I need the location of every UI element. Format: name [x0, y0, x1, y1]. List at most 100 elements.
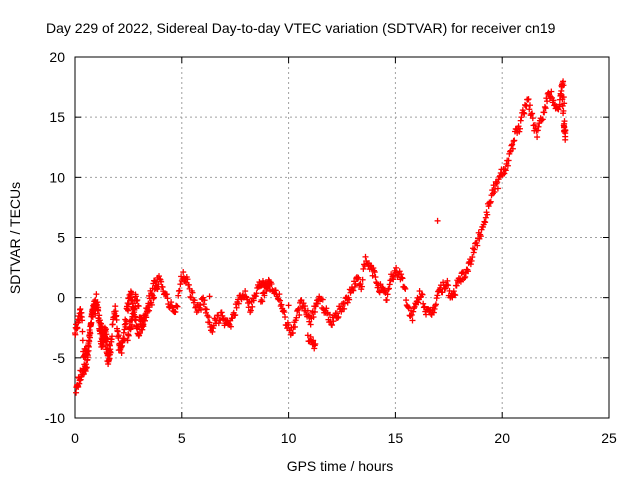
data-point [277, 297, 284, 304]
data-point [517, 125, 523, 132]
data-point [409, 317, 416, 324]
data-point [99, 343, 106, 350]
chart-title: Day 229 of 2022, Sidereal Day-to-day VTE… [46, 20, 556, 36]
data-point [307, 321, 314, 328]
data-point [550, 97, 557, 104]
data-point [124, 306, 131, 313]
data-point [79, 337, 86, 344]
data-point [383, 297, 390, 304]
data-point [440, 279, 447, 286]
data-point [220, 316, 227, 323]
data-point [86, 333, 93, 340]
data-point [419, 291, 426, 298]
data-point [471, 246, 478, 253]
data-point [434, 292, 441, 299]
data-point [330, 318, 337, 325]
data-point [191, 297, 198, 304]
data-point [93, 291, 100, 298]
data-point [467, 261, 474, 268]
x-tick-label: 15 [388, 430, 404, 446]
data-point [185, 281, 192, 288]
data-point [145, 300, 152, 307]
data-point [128, 321, 135, 328]
data-point [115, 332, 122, 339]
data-point [209, 328, 216, 335]
grid-lines [75, 57, 609, 418]
data-point [261, 292, 268, 299]
data-point [120, 329, 127, 336]
data-point [118, 349, 125, 356]
data-point [377, 281, 384, 288]
data-point [175, 292, 182, 299]
data-point [203, 309, 210, 316]
data-point [131, 306, 138, 313]
data-point [444, 277, 451, 284]
data-point [295, 305, 302, 312]
data-point [509, 145, 516, 152]
data-point [398, 271, 405, 278]
data-point [487, 198, 494, 205]
data-point [227, 323, 234, 330]
data-point [140, 323, 147, 330]
data-point [205, 314, 212, 321]
data-point [121, 335, 128, 342]
data-point [433, 295, 440, 302]
data-point [560, 107, 567, 114]
data-point [310, 314, 317, 321]
data-point [529, 115, 536, 122]
data-point [135, 303, 142, 310]
data-point [184, 276, 191, 283]
data-point [151, 294, 158, 301]
y-tick-label: 0 [57, 290, 65, 306]
data-point [72, 331, 79, 338]
data-point [174, 303, 181, 310]
data-point [84, 352, 91, 359]
data-point [112, 308, 119, 315]
data-point [531, 121, 538, 128]
data-point [130, 313, 137, 320]
data-point [164, 295, 171, 302]
data-point [562, 136, 569, 143]
data-point [450, 288, 457, 295]
data-point [276, 291, 283, 298]
data-point [502, 166, 509, 173]
data-point [474, 242, 481, 249]
data-point [385, 285, 392, 292]
data-point [462, 273, 469, 280]
data-point [509, 141, 516, 148]
data-point [253, 290, 260, 297]
data-point [125, 301, 132, 308]
data-point [92, 310, 99, 317]
data-point [96, 312, 103, 319]
data-point [177, 281, 184, 288]
data-point [79, 328, 86, 335]
data-point [197, 302, 204, 309]
data-point [206, 293, 213, 300]
data-point [416, 288, 423, 295]
data-point [263, 288, 270, 295]
data-point [233, 304, 240, 311]
data-point [523, 102, 530, 109]
data-point [311, 308, 318, 315]
data-point [249, 303, 256, 310]
data-point [526, 106, 533, 113]
data-point [465, 268, 472, 275]
data-point [189, 289, 196, 296]
data-point [200, 301, 207, 308]
data-point [201, 297, 208, 304]
data-point [541, 109, 548, 116]
y-tick-label: 15 [49, 109, 65, 125]
data-point [384, 291, 391, 298]
data-point [115, 347, 122, 354]
data-point [281, 309, 288, 316]
data-point [107, 346, 114, 353]
data-point [294, 306, 301, 313]
data-point [548, 88, 555, 95]
data-point [435, 287, 442, 294]
x-tick-label: 0 [71, 430, 79, 446]
data-point [367, 262, 374, 269]
data-point [529, 110, 536, 117]
data-point [113, 316, 120, 323]
data-point [430, 309, 437, 316]
data-point [445, 282, 452, 289]
